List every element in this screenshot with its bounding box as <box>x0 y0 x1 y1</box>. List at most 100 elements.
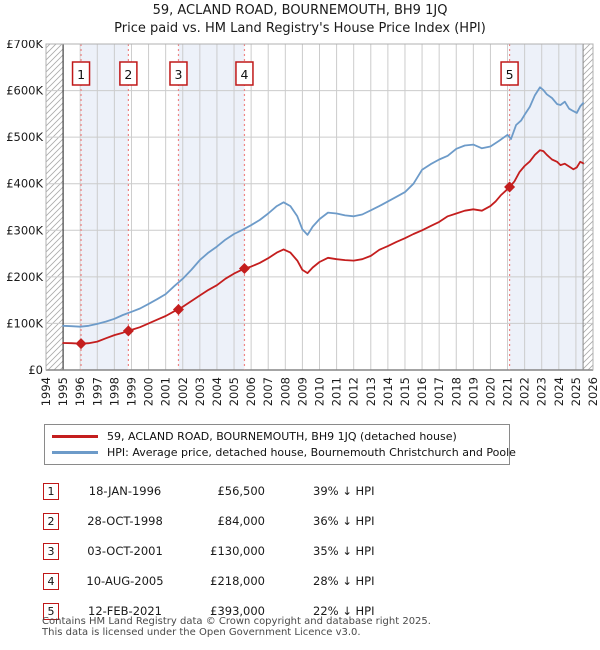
sale-marker[interactable] <box>504 181 516 193</box>
sale-date: 03-OCT-2001 <box>87 544 163 558</box>
table-row: 2 28-OCT-1998 £84,000 36% ↓ HPI <box>43 506 415 536</box>
plot-border <box>45 43 594 371</box>
hpi-line-swatch <box>52 450 98 454</box>
sale-number-badge: 2 <box>43 512 59 530</box>
page-title: 59, ACLAND ROAD, BOURNEMOUTH, BH9 1JQ <box>152 3 448 18</box>
x-axis-label: 1994 <box>39 377 53 406</box>
x-axis-label: 2022 <box>518 377 532 406</box>
sale-marker[interactable] <box>75 338 87 350</box>
x-axis-label: 2009 <box>295 377 309 406</box>
y-axis-label: £500K <box>6 130 43 144</box>
sale-date: 10-AUG-2005 <box>86 574 164 588</box>
price-line-swatch <box>52 434 98 438</box>
sale-marker[interactable] <box>238 262 250 274</box>
y-axis-label: £600K <box>6 84 43 98</box>
table-row: 5 12-FEB-2021 £393,000 22% ↓ HPI <box>43 596 415 626</box>
x-axis-label: 1995 <box>56 377 70 406</box>
sale-number-badge: 5 <box>43 602 59 620</box>
y-axis-label: £700K <box>6 40 43 51</box>
no-data-hatch-left <box>46 44 64 370</box>
sale-number-badge: 3 <box>43 542 59 560</box>
x-axis-label: 2012 <box>347 377 361 406</box>
x-axis-label: 2015 <box>398 377 412 406</box>
sale-hpi-diff: 39% ↓ HPI <box>313 484 375 498</box>
sale-number-flag[interactable] <box>119 61 138 86</box>
legend-item-price: 59, ACLAND ROAD, BOURNEMOUTH, BH9 1JQ (d… <box>45 428 509 444</box>
x-axis-label: 2019 <box>466 377 480 406</box>
x-axis-label: 2014 <box>381 377 395 406</box>
sale-date: 28-OCT-1998 <box>87 514 163 528</box>
sale-marker[interactable] <box>172 303 184 315</box>
sale-price: £218,000 <box>210 574 265 588</box>
table-row: 4 10-AUG-2005 £218,000 28% ↓ HPI <box>43 566 415 596</box>
x-axis-label: 2000 <box>142 377 156 406</box>
page-subtitle: Price paid vs. HM Land Registry's House … <box>114 21 486 36</box>
x-axis-label: 2025 <box>569 377 583 406</box>
sale-number-badge: 1 <box>43 482 59 500</box>
sale-price: £130,000 <box>210 544 265 558</box>
x-axis-label: 2013 <box>364 377 378 406</box>
sale-date: 12-FEB-2021 <box>88 604 162 618</box>
x-axis-label: 2016 <box>415 377 429 406</box>
x-axis-label: 2007 <box>261 377 275 406</box>
sale-number-flag-label: 1 <box>77 67 85 82</box>
x-axis-label: 2026 <box>586 377 600 406</box>
table-row: 3 03-OCT-2001 £130,000 35% ↓ HPI <box>43 536 415 566</box>
legend-label-hpi: HPI: Average price, detached house, Bour… <box>107 445 516 459</box>
no-data-hatch-right <box>583 44 593 370</box>
y-axis-label: £100K <box>6 316 43 330</box>
sale-number-flag-label: 5 <box>506 67 514 82</box>
table-row: 1 18-JAN-1996 £56,500 39% ↓ HPI <box>43 476 415 506</box>
x-axis-label: 2005 <box>227 377 241 406</box>
sale-price: £56,500 <box>217 484 265 498</box>
price-chart: 1 2 3 4 5 £0 £100K £200K £300K £400K £500K £600K £70… <box>6 40 600 406</box>
sale-marker[interactable] <box>122 325 134 337</box>
price-paid-line <box>62 149 584 345</box>
sale-hpi-diff: 35% ↓ HPI <box>313 544 375 558</box>
sales-table: 1 18-JAN-1996 £56,500 39% ↓ HPI 2 28-OCT… <box>43 476 415 626</box>
chart-legend: 59, ACLAND ROAD, BOURNEMOUTH, BH9 1JQ (d… <box>44 424 516 465</box>
legend-item-hpi: HPI: Average price, detached house, Bour… <box>45 444 516 460</box>
x-axis-label: 2017 <box>432 377 446 406</box>
x-axis-label: 1996 <box>73 377 87 406</box>
sale-hpi-diff: 22% ↓ HPI <box>313 604 375 618</box>
y-axis-label: £300K <box>6 223 43 237</box>
x-axis-label: 2001 <box>159 377 173 406</box>
license-line1: Contains HM Land Registry data © Crown c… <box>42 616 431 627</box>
x-axis-label: 2003 <box>193 377 207 406</box>
license-note: Contains HM Land Registry data © Crown c… <box>42 616 431 638</box>
x-axis-label: 1998 <box>107 377 121 406</box>
y-axis-label: £400K <box>6 177 43 191</box>
x-axis-label: 2011 <box>330 377 344 406</box>
sale-number-badge: 4 <box>43 572 59 590</box>
x-axis-label: 2002 <box>176 377 190 406</box>
x-axis-label: 1997 <box>90 377 104 406</box>
y-axis-label: £0 <box>28 363 43 377</box>
ownership-band <box>509 44 584 370</box>
ownership-band <box>178 44 245 370</box>
x-axis-label: 2020 <box>483 377 497 406</box>
x-axis-label: 2018 <box>449 377 463 406</box>
x-axis-label: 2024 <box>552 377 566 406</box>
license-line2: This data is licensed under the Open Gov… <box>42 627 361 638</box>
x-axis-label: 2023 <box>535 377 549 406</box>
sale-date: 18-JAN-1996 <box>88 484 162 498</box>
sale-number-flag[interactable] <box>500 61 519 86</box>
x-axis-label: 2008 <box>278 377 292 406</box>
x-axis-label: 2021 <box>501 377 515 406</box>
sale-number-flag-label: 4 <box>240 67 248 82</box>
sale-number-flag[interactable] <box>235 61 254 86</box>
hpi-line <box>62 86 584 328</box>
sale-price: £84,000 <box>217 514 265 528</box>
sale-number-flag[interactable] <box>71 61 91 86</box>
sale-price: £393,000 <box>210 604 265 618</box>
x-axis-label: 1999 <box>124 377 138 406</box>
sale-number-flag[interactable] <box>169 61 188 86</box>
y-axis-label: £200K <box>6 270 43 284</box>
sale-hpi-diff: 28% ↓ HPI <box>313 574 375 588</box>
sale-hpi-diff: 36% ↓ HPI <box>313 514 375 528</box>
x-axis-label: 2010 <box>313 377 327 406</box>
sale-number-flag-label: 3 <box>175 67 183 82</box>
x-axis-label: 2006 <box>244 377 258 406</box>
